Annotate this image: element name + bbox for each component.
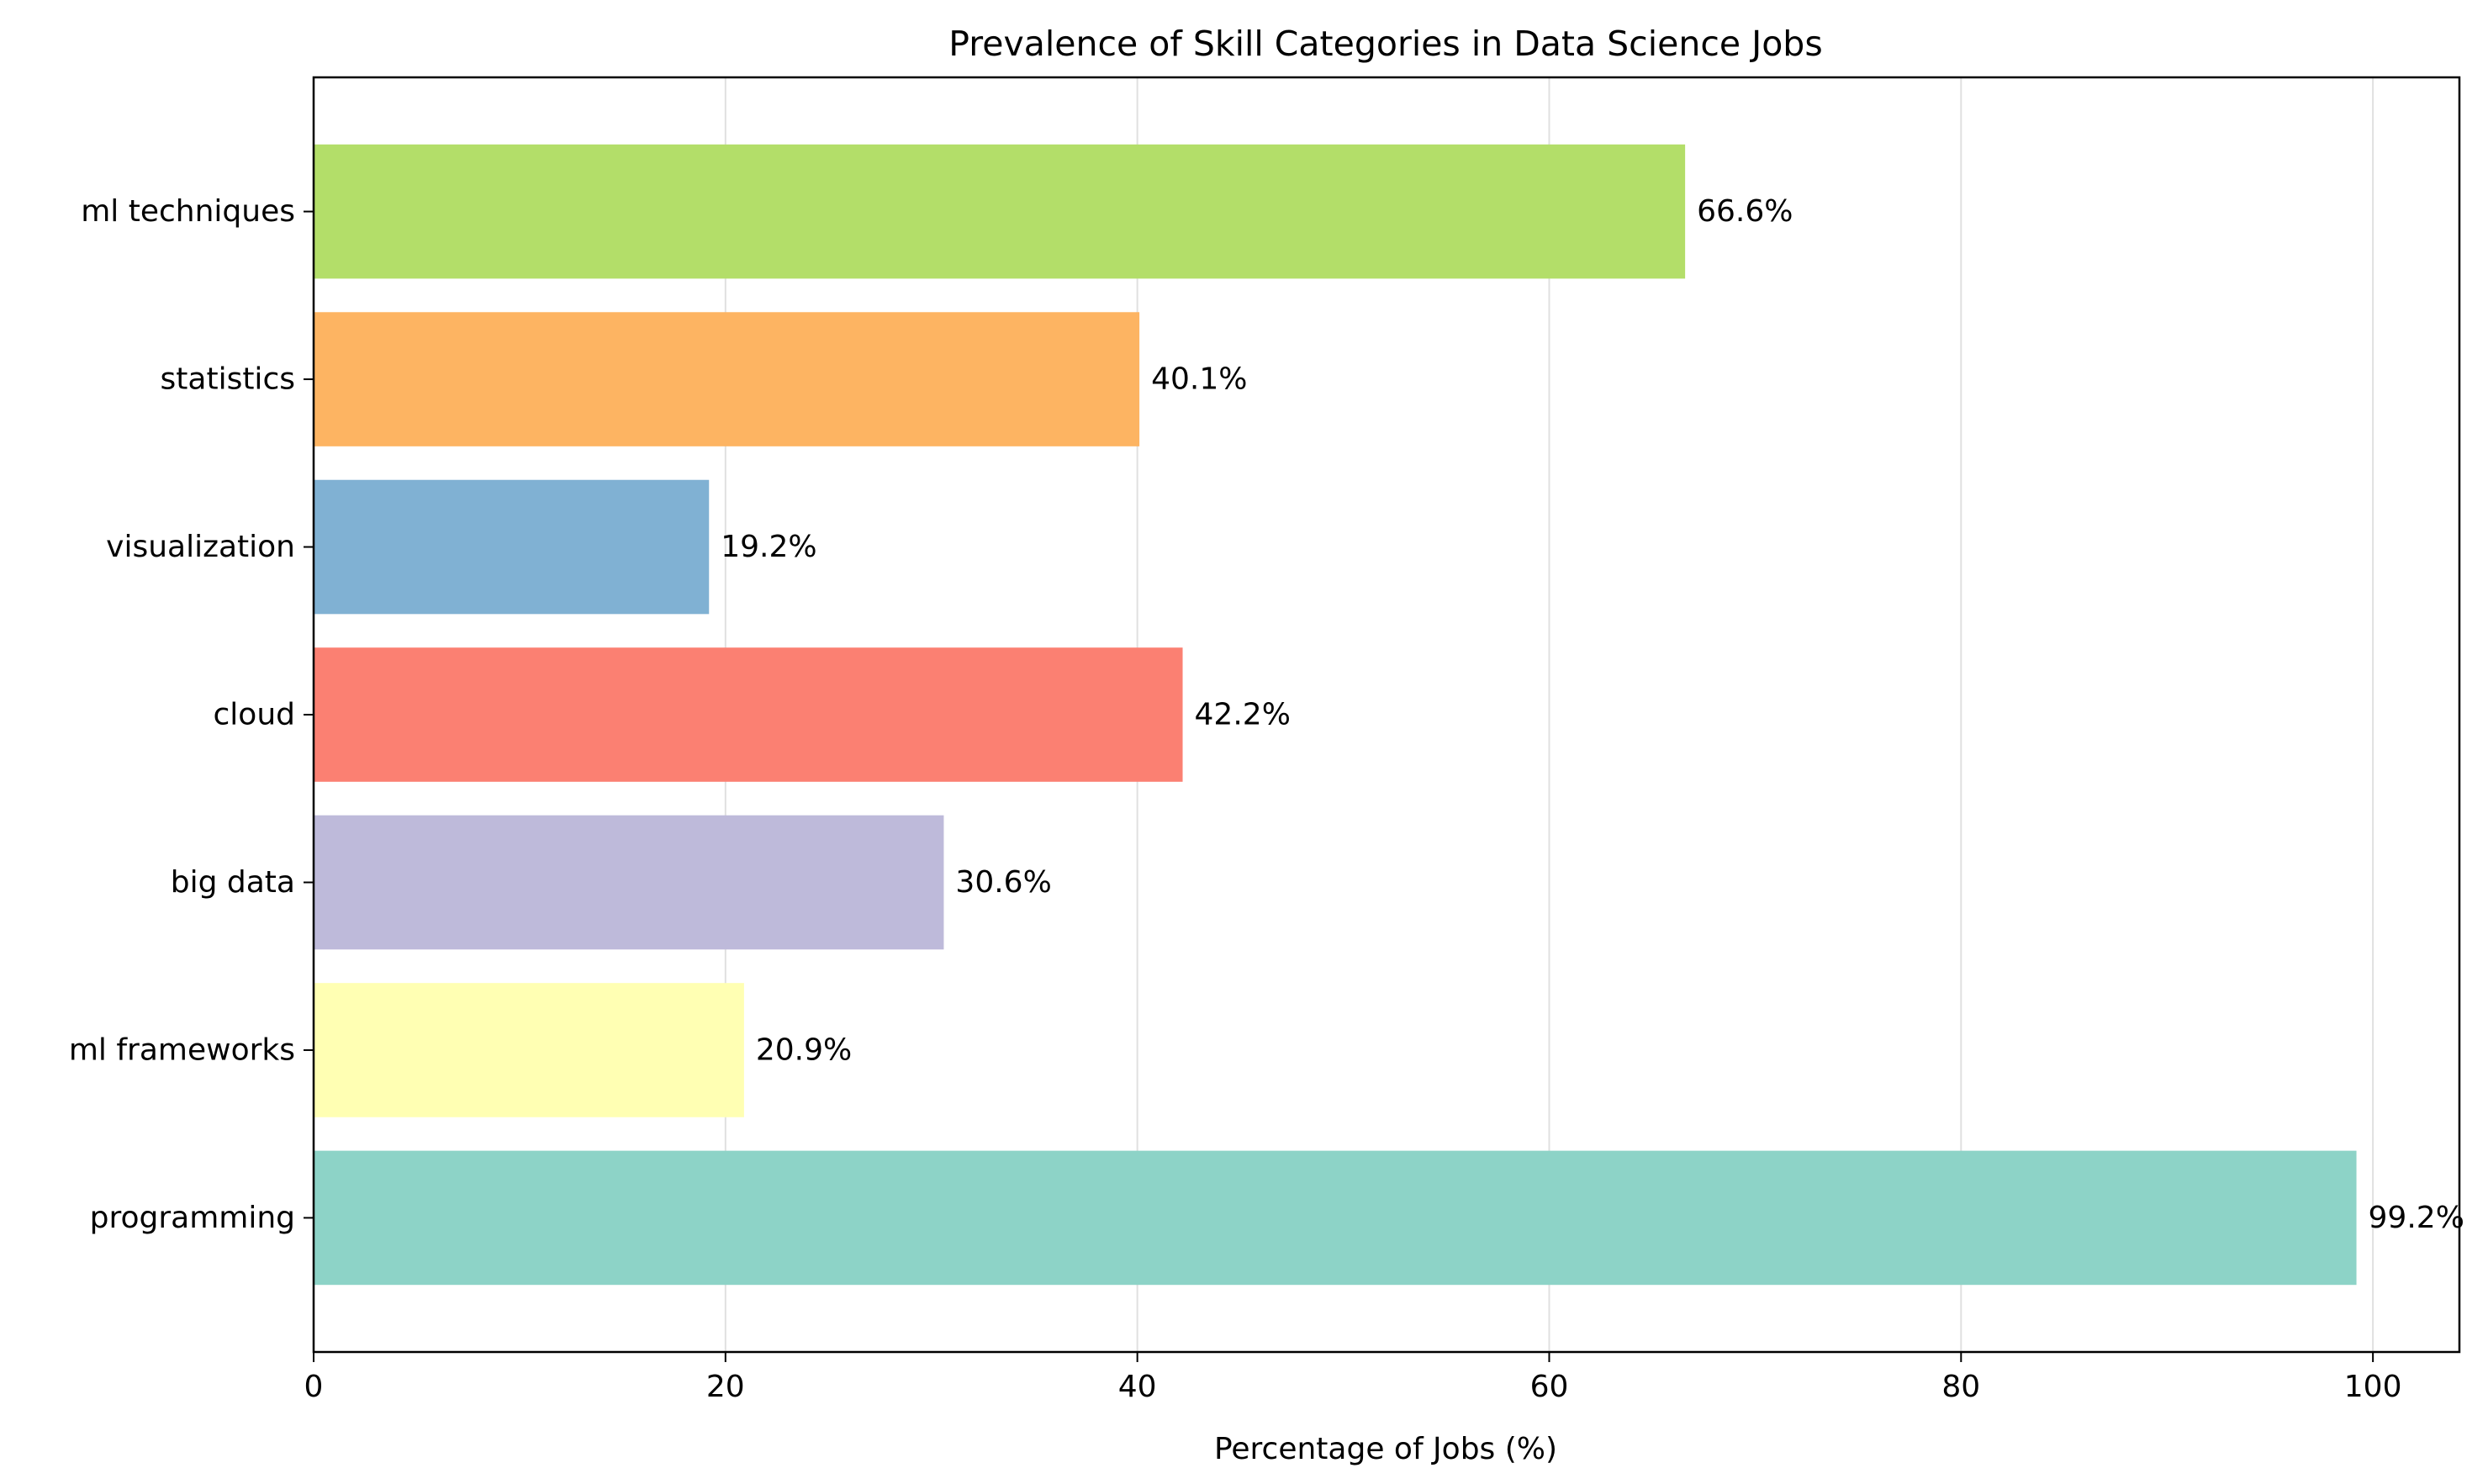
y-tick-label: ml techniques — [81, 194, 295, 229]
y-tick-label: programming — [90, 1201, 295, 1235]
data-label-cloud: 42.2% — [1195, 698, 1291, 732]
y-tick-label: ml frameworks — [69, 1032, 295, 1067]
data-label-programming: 99.2% — [2369, 1201, 2464, 1235]
y-tick-label: big data — [171, 865, 295, 900]
y-tick-label: visualization — [106, 530, 295, 564]
data-label-ml-frameworks: 20.9% — [756, 1032, 852, 1067]
bar-big-data — [314, 815, 944, 950]
bar-visualization — [314, 479, 710, 615]
y-tick-label: statistics — [161, 362, 295, 397]
x-axis-label: Percentage of Jobs (%) — [1214, 1432, 1557, 1466]
bar-statistics — [314, 312, 1140, 446]
data-label-visualization: 19.2% — [721, 530, 816, 564]
chart-title: Prevalence of Skill Categories in Data S… — [948, 24, 1822, 64]
data-label-statistics: 40.1% — [1151, 362, 1247, 397]
bar-ml-frameworks — [314, 983, 744, 1117]
axis-ticks: 0 20 40 60 80 100 programming ml frameworks big … — [69, 194, 2402, 1404]
x-tick-label: 0 — [304, 1370, 324, 1404]
x-tick-label: 40 — [1118, 1370, 1157, 1404]
x-tick-label: 20 — [706, 1370, 745, 1404]
data-label-big-data: 30.6% — [955, 865, 1051, 900]
x-tick-label: 100 — [2344, 1370, 2402, 1404]
data-labels: 99.2% 20.9% 30.6% 42.2% 19.2% 40.1% 66.6% — [721, 194, 2464, 1235]
x-tick-label: 60 — [1530, 1370, 1569, 1404]
bar-programming — [314, 1150, 2357, 1286]
bar-ml-techniques — [314, 144, 1686, 279]
data-label-ml-techniques: 66.6% — [1697, 194, 1793, 229]
y-tick-label: cloud — [214, 698, 296, 732]
x-tick-label: 80 — [1941, 1370, 1980, 1404]
bar-cloud — [314, 647, 1183, 782]
bars — [314, 144, 2357, 1286]
